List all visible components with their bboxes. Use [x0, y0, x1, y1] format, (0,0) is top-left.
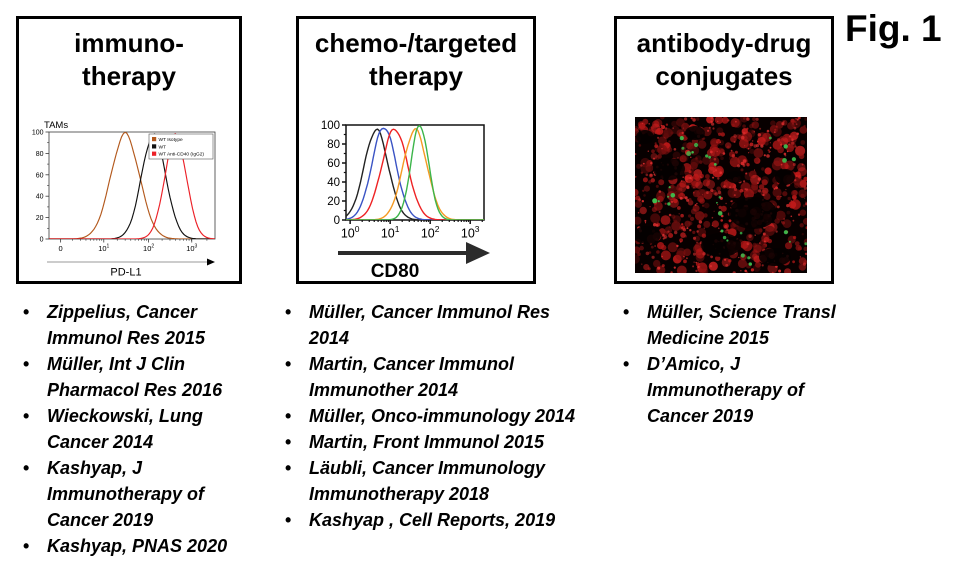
panel-title-line1: immuno- [74, 28, 184, 58]
svg-text:100: 100 [321, 120, 340, 132]
figure-label: Fig. 1 [845, 8, 942, 49]
citation-item: Wieckowski, Lung Cancer 2014 [16, 403, 244, 455]
citation-item: Müller, Science Transl Medicine 2015 [616, 299, 868, 351]
citation-item: Kashyap, PNAS 2020 [16, 533, 244, 559]
svg-text:102: 102 [143, 244, 154, 253]
panel-immunotherapy: immuno- therapy 0 20 40 60 80 100 0 101 102 103 TA… [16, 16, 242, 284]
svg-text:WT: WT [159, 144, 167, 150]
svg-text:20: 20 [327, 196, 340, 208]
svg-text:CD80: CD80 [371, 261, 420, 281]
citation-item: Müller, Int J Clin Pharmacol Res 2016 [16, 351, 244, 403]
svg-text:PD-L1: PD-L1 [110, 267, 141, 279]
svg-text:60: 60 [327, 158, 340, 170]
svg-text:0: 0 [59, 244, 63, 253]
svg-text:100: 100 [32, 129, 44, 136]
citation-item: Müller, Onco-immunology 2014 [278, 403, 579, 429]
citation-item: D’Amico, J Immunotherapy of Cancer 2019 [616, 351, 868, 429]
svg-text:80: 80 [36, 151, 44, 158]
svg-text:0: 0 [334, 215, 340, 227]
svg-text:WT Anti-CD40 (IgG2): WT Anti-CD40 (IgG2) [159, 152, 205, 158]
pdl1-histogram-chart: 0 20 40 60 80 100 0 101 102 103 TAMs WT Isotype WT WT… [22, 115, 236, 286]
panel-title-line2: conjugates [655, 61, 793, 91]
citation-item: Martin, Cancer Immunol Immunother 2014 [278, 351, 579, 403]
svg-text:102: 102 [421, 224, 440, 241]
panel-title-line1: antibody-drug [636, 28, 812, 58]
svg-text:101: 101 [98, 244, 109, 253]
citation-item: Zippelius, Cancer Immunol Res 2015 [16, 299, 244, 351]
svg-text:0: 0 [40, 236, 44, 243]
citation-item: Kashyap , Cell Reports, 2019 [278, 507, 579, 533]
svg-text:100: 100 [341, 224, 360, 241]
citation-list-adc: Müller, Science Transl Medicine 2015D’Am… [616, 299, 868, 429]
citation-item: Martin, Front Immunol 2015 [278, 429, 579, 455]
fluorescence-micrograph [630, 114, 810, 278]
citation-item: Müller, Cancer Immunol Res 2014 [278, 299, 579, 351]
citation-list-chemo-targeted: Müller, Cancer Immunol Res 2014Martin, C… [278, 299, 579, 533]
citation-list-immunotherapy: Zippelius, Cancer Immunol Res 2015Müller… [16, 299, 244, 559]
svg-text:40: 40 [36, 194, 44, 201]
svg-text:20: 20 [36, 215, 44, 222]
svg-text:80: 80 [327, 139, 340, 151]
svg-text:60: 60 [36, 172, 44, 179]
svg-text:WT Isotype: WT Isotype [159, 137, 184, 143]
panel-adc-title: antibody-drug conjugates [617, 27, 831, 93]
cd80-histogram-svg: 0 20 40 60 80 100 100 101 102 103 CD80 [321, 120, 490, 282]
panel-antibody-drug-conjugates: antibody-drug conjugates [614, 16, 834, 284]
panel-title-line2: therapy [369, 61, 463, 91]
panel-chemo-targeted-therapy: chemo-/targeted therapy 0 20 40 60 80 100 100 1… [296, 16, 536, 284]
svg-text:TAMs: TAMs [44, 120, 68, 131]
fluorescence-micrograph-svg [630, 114, 810, 276]
svg-text:101: 101 [381, 224, 400, 241]
panel-title-line2: therapy [82, 61, 176, 91]
cd80-histogram-chart: 0 20 40 60 80 100 100 101 102 103 CD80 [302, 117, 530, 286]
citation-item: Läubli, Cancer Immunology Immunotherapy … [278, 455, 579, 507]
panel-immunotherapy-title: immuno- therapy [19, 27, 239, 93]
panel-title-line1: chemo-/targeted [314, 28, 518, 58]
svg-text:103: 103 [461, 224, 480, 241]
citation-item: Kashyap, J Immunotherapy of Cancer 2019 [16, 455, 244, 533]
svg-text:40: 40 [327, 177, 340, 189]
svg-text:103: 103 [186, 244, 197, 253]
panel-chemo-title: chemo-/targeted therapy [299, 27, 533, 93]
